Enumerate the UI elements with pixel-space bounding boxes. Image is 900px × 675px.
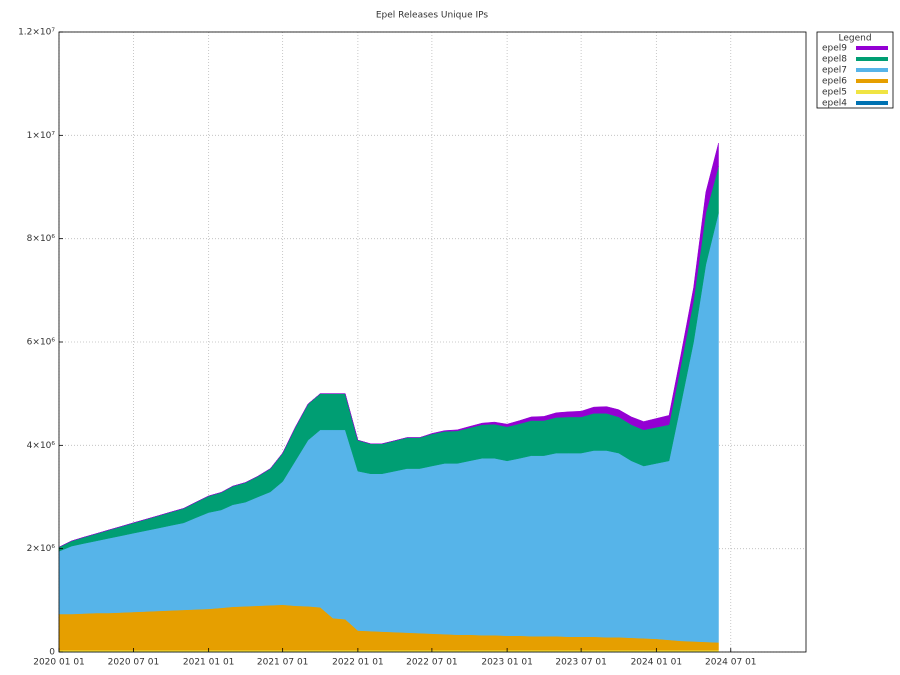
y-tick-label: 2×10⁶ <box>27 544 56 554</box>
y-tick-label: 4×10⁶ <box>27 441 56 451</box>
legend-label: epel7 <box>822 66 847 76</box>
x-tick-label: 2024 01 01 <box>631 658 683 668</box>
legend-swatch <box>856 68 888 72</box>
axes: 0 2×10⁶ 4×10⁶ 6×10⁶ 8×10⁶ 1×10⁷ 1.2×10⁷ 2020 01… <box>18 28 756 668</box>
legend-label: epel8 <box>822 55 847 65</box>
x-tick-label: 2023 01 01 <box>481 658 533 668</box>
y-tick-label: 6×10⁶ <box>27 338 56 348</box>
y-tick-label: 8×10⁶ <box>27 234 56 244</box>
areas <box>58 143 719 653</box>
y-tick-label: 1.2×10⁷ <box>18 28 55 38</box>
x-tick-label: 2020 07 01 <box>108 658 160 668</box>
x-tick-label: 2024 07 01 <box>705 658 757 668</box>
legend-label: epel9 <box>822 44 847 54</box>
legend-swatch <box>856 90 888 94</box>
x-tick-label: 2020 01 01 <box>33 658 85 668</box>
legend-label: epel4 <box>822 99 847 109</box>
legend-label: epel6 <box>822 77 847 87</box>
y-tick-label: 0 <box>49 648 55 658</box>
legend-title: Legend <box>838 34 871 44</box>
legend-swatch <box>856 46 888 50</box>
x-tick-label: 2021 07 01 <box>257 658 309 668</box>
x-tick-label: 2021 01 01 <box>183 658 235 668</box>
legend-swatch <box>856 57 888 61</box>
legend-swatch <box>856 101 888 105</box>
chart-title: Epel Releases Unique IPs <box>376 11 489 21</box>
area <box>58 143 719 548</box>
y-tick-label: 1×10⁷ <box>27 131 56 141</box>
x-tick-label: 2022 07 01 <box>406 658 458 668</box>
legend-label: epel5 <box>822 88 847 98</box>
x-tick-label: 2022 01 01 <box>332 658 384 668</box>
legend-swatch <box>856 79 888 83</box>
x-tick-label: 2023 07 01 <box>555 658 607 668</box>
